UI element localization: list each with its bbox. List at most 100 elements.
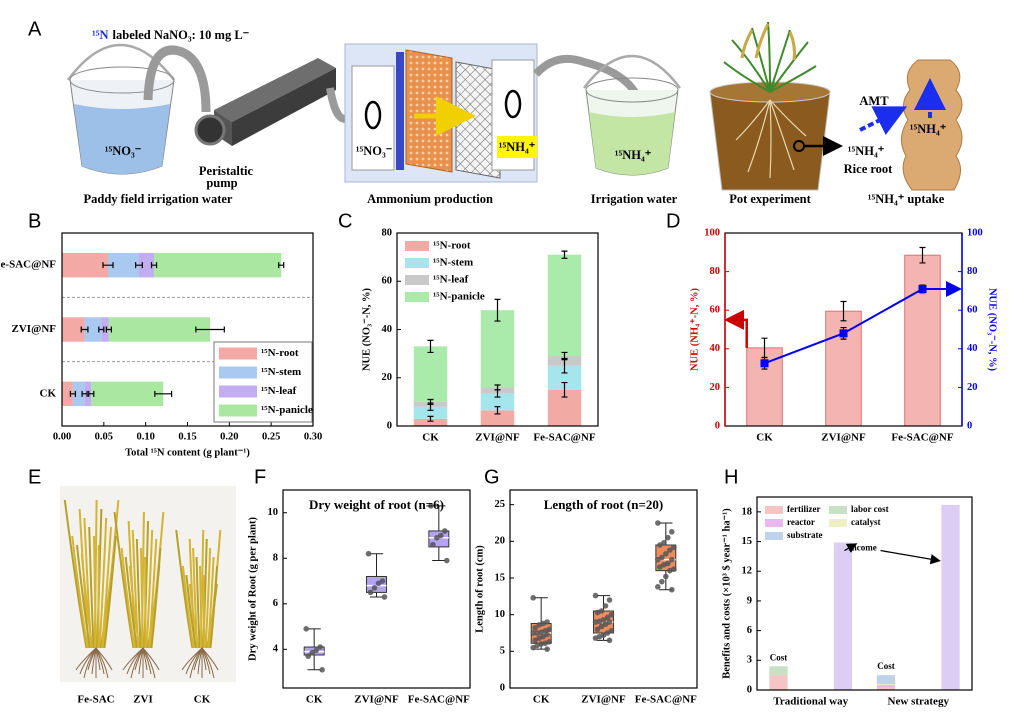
category-label: CK bbox=[422, 432, 439, 444]
point bbox=[598, 623, 605, 630]
irrigation-ion: ¹⁵NH₄⁺ bbox=[615, 148, 652, 162]
y-tick-label: 5 bbox=[500, 646, 505, 657]
category-label: Fe-SAC@NF bbox=[0, 259, 56, 271]
error-bar bbox=[494, 406, 501, 415]
plant-stalk bbox=[135, 538, 142, 649]
y-tick-label: 0 bbox=[967, 420, 972, 431]
bucket-ion: ¹⁵NO₃⁻ bbox=[105, 144, 142, 158]
feed-text: labeled NaNO₃: 10 mg L⁻ bbox=[113, 28, 250, 42]
point bbox=[532, 637, 538, 644]
error-bar bbox=[561, 250, 568, 259]
point bbox=[592, 619, 599, 625]
y-tick-label: 12 bbox=[742, 566, 753, 577]
bar-segment bbox=[876, 685, 896, 688]
legend-label: ¹⁵N-leaf bbox=[433, 274, 469, 286]
plant-stalk bbox=[204, 547, 212, 649]
plant-stalk bbox=[181, 565, 195, 649]
y-tick-label: 8 bbox=[273, 553, 278, 564]
point bbox=[592, 592, 599, 599]
error-bar bbox=[88, 390, 95, 397]
legend-swatch bbox=[829, 506, 847, 514]
error-bar bbox=[427, 398, 434, 405]
error-bar bbox=[150, 262, 158, 269]
plant-stalk bbox=[63, 499, 88, 649]
point bbox=[534, 630, 540, 636]
port bbox=[504, 89, 522, 119]
membrane bbox=[396, 52, 404, 170]
error-bar bbox=[98, 326, 105, 333]
error-bar bbox=[102, 262, 114, 269]
pump-body bbox=[232, 68, 336, 146]
plant-stalk bbox=[209, 565, 219, 649]
y-tick-label: 60 bbox=[382, 276, 393, 287]
plant-stalk bbox=[80, 553, 94, 649]
axis-title: NUE (NO₃⁻-N, %) bbox=[361, 287, 372, 371]
water bbox=[589, 112, 675, 175]
y-tick-label: 80 bbox=[710, 266, 721, 277]
plant-stalk bbox=[207, 556, 215, 649]
bar-segment bbox=[876, 687, 896, 690]
legend-swatch bbox=[765, 532, 783, 540]
plant-stalk bbox=[102, 499, 120, 649]
root-label: Rice root bbox=[844, 162, 894, 176]
point bbox=[655, 520, 661, 526]
error-bar bbox=[105, 326, 112, 333]
root-ion: ¹⁵NH₄⁺ bbox=[910, 122, 947, 136]
irrigation-label: Irrigation water bbox=[591, 192, 678, 206]
plant-stalk bbox=[188, 583, 200, 649]
hose bbox=[143, 45, 211, 113]
plant-stalk bbox=[101, 526, 112, 649]
y-tick-label: 20 bbox=[382, 372, 393, 383]
plant-stalk bbox=[93, 535, 97, 649]
legend-label: ¹⁵N-panicle bbox=[433, 291, 485, 303]
bar-segment bbox=[413, 418, 448, 426]
plant-stalk bbox=[113, 511, 135, 649]
line-marker bbox=[839, 329, 848, 338]
bar-segment bbox=[91, 381, 164, 407]
legend-swatch bbox=[405, 292, 429, 302]
x-tick-label: 0.25 bbox=[262, 431, 280, 442]
axis-title: Length of root (cm) bbox=[474, 545, 485, 633]
category-label: New strategy bbox=[888, 696, 950, 708]
point bbox=[371, 585, 378, 591]
plant-stalk bbox=[88, 526, 95, 649]
point bbox=[381, 594, 388, 600]
bucket-handle bbox=[66, 43, 175, 81]
bar-segment bbox=[413, 346, 448, 402]
bar-segment bbox=[108, 317, 211, 342]
plot-frame bbox=[396, 232, 599, 427]
bar-segment bbox=[769, 675, 788, 690]
legend-label: ¹⁵N-stem bbox=[433, 257, 473, 269]
point bbox=[667, 547, 673, 553]
panel-letter: A bbox=[28, 18, 42, 40]
bar-segment bbox=[480, 393, 515, 411]
category-label: ZVI@NF bbox=[12, 323, 57, 335]
pump-label: pump bbox=[206, 176, 237, 190]
pump-body bbox=[214, 58, 336, 122]
point bbox=[430, 541, 436, 548]
bar-segment bbox=[769, 666, 788, 676]
category-label: Fe-SAC@NF bbox=[891, 432, 953, 444]
bar-segment bbox=[480, 310, 515, 388]
external-ion: ¹⁵NH₄⁺ bbox=[848, 144, 885, 158]
point bbox=[667, 567, 673, 574]
point bbox=[303, 626, 309, 632]
point bbox=[606, 637, 613, 644]
axis-title: Benefits and costs (×10³ $ year⁻¹ ha⁻¹) bbox=[721, 508, 732, 679]
point bbox=[428, 503, 434, 509]
legend-label: catalyst bbox=[851, 517, 881, 527]
panel-letter: G bbox=[484, 466, 500, 488]
water bbox=[74, 104, 170, 174]
transporter-label: AMT bbox=[859, 94, 889, 108]
error-bar bbox=[195, 326, 225, 333]
panel-letter: H bbox=[724, 466, 738, 488]
point bbox=[305, 653, 311, 659]
plot-frame bbox=[756, 496, 973, 691]
legend-swatch bbox=[405, 258, 429, 268]
plant-stalk bbox=[128, 565, 141, 649]
electrode-frame bbox=[351, 65, 395, 171]
legend-label: ¹⁵N-panicle bbox=[261, 404, 313, 416]
y-tick-label: 40 bbox=[382, 324, 393, 335]
feed-label: ¹⁵N labeled NaNO₃: 10 mg L⁻ bbox=[92, 28, 250, 42]
